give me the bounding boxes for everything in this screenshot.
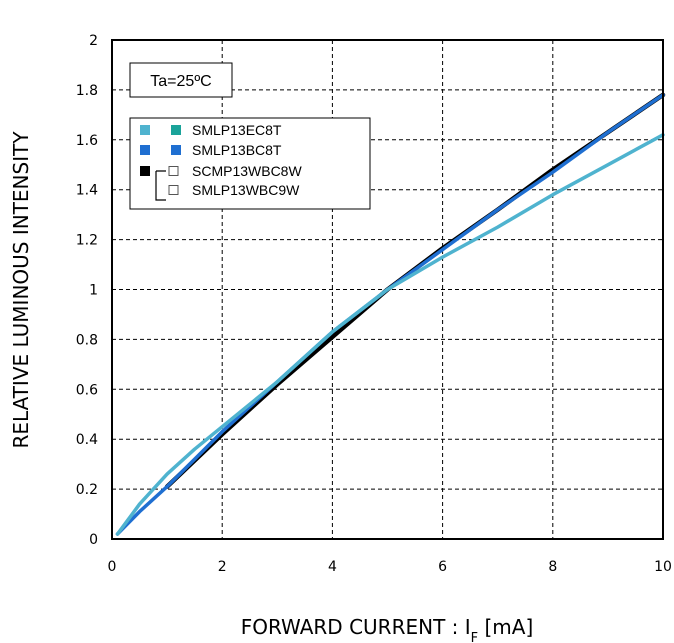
y-tick-label: 0 bbox=[89, 532, 98, 548]
y-tick-labels: 0 0.2 0.4 0.6 0.8 1 1.2 1.4 1.6 1.8 2 bbox=[76, 33, 98, 548]
plot-frame bbox=[111, 39, 664, 540]
y-tick-label: 0.4 bbox=[76, 432, 98, 448]
y-tick-label: 1.2 bbox=[76, 233, 98, 249]
y-tick-label: 0.8 bbox=[76, 332, 98, 348]
x-tick-label: 0 bbox=[108, 559, 117, 575]
annotation-frame bbox=[129, 62, 233, 98]
legend-swatch bbox=[140, 145, 150, 155]
series-group bbox=[115, 92, 666, 536]
legend-swatch bbox=[140, 125, 150, 135]
x-tick-label: 4 bbox=[328, 559, 337, 575]
legend-label: SMLP13EC8T bbox=[192, 122, 282, 138]
x-tick-labels: 0 2 4 6 8 10 bbox=[108, 559, 672, 575]
legend-swatch bbox=[171, 145, 181, 155]
y-tick-label: 2 bbox=[89, 33, 98, 49]
x-axis-title: FORWARD CURRENT : IF [mA] bbox=[241, 615, 534, 643]
y-tick-label: 0.6 bbox=[76, 382, 98, 398]
legend-swatch bbox=[140, 166, 150, 176]
y-tick-label: 0.2 bbox=[76, 482, 98, 498]
annotation-box: Ta=25ºC bbox=[129, 62, 233, 98]
x-tick-label: 8 bbox=[548, 559, 557, 575]
legend-label: SCMP13WBC8W bbox=[192, 163, 302, 179]
x-tick-label: 2 bbox=[218, 559, 227, 575]
y-tick-label: 1.8 bbox=[76, 83, 98, 99]
y-axis-title: RELATIVE LUMINOUS INTENSITY bbox=[9, 131, 33, 449]
legend: SMLP13EC8T SMLP13BC8T SCMP13WBC8W SMLP13WBC… bbox=[129, 117, 371, 210]
y-tick-label: 1 bbox=[89, 283, 98, 299]
legend-swatch bbox=[168, 166, 179, 176]
x-tick-label: 6 bbox=[438, 559, 447, 575]
legend-label: SMLP13BC8T bbox=[192, 142, 282, 158]
legend-bracket bbox=[155, 170, 166, 201]
y-tick-label: 1.6 bbox=[76, 133, 98, 149]
y-tick-label: 1.4 bbox=[76, 183, 98, 199]
annotation-text: Ta=25ºC bbox=[150, 73, 211, 90]
series-line-3 bbox=[115, 133, 665, 536]
legend-swatch bbox=[168, 185, 179, 195]
legend-label: SMLP13WBC9W bbox=[192, 182, 300, 198]
legend-swatch bbox=[171, 125, 181, 135]
x-tick-label: 10 bbox=[654, 559, 672, 575]
